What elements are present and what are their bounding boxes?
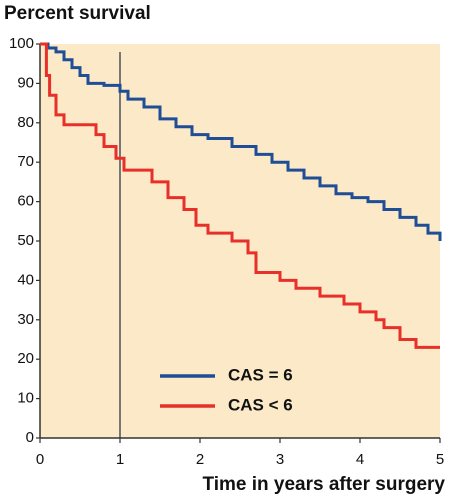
x-tick-label: 5 (436, 451, 444, 468)
survival-curve (40, 42, 442, 241)
y-tick-label: 20 (17, 350, 34, 367)
y-tick-label: 40 (17, 271, 34, 288)
x-tick-label: 4 (356, 451, 364, 468)
chart-title: Percent survival (4, 3, 151, 24)
y-tick-label: 50 (17, 232, 34, 249)
y-tick-label: 10 (17, 390, 34, 407)
x-tick-label: 0 (36, 451, 44, 468)
x-tick-label: 1 (116, 451, 124, 468)
y-tick-label: 90 (17, 74, 34, 91)
x-axis-title: Time in years after surgery (202, 474, 445, 495)
x-tick-label: 3 (276, 451, 284, 468)
x-tick-label: 2 (196, 451, 204, 468)
survival-curve (40, 42, 440, 349)
y-tick-label: 60 (17, 193, 34, 210)
y-tick-label: 100 (9, 35, 34, 52)
y-tick-label: 30 (17, 311, 34, 328)
y-tick-label: 0 (26, 429, 34, 446)
y-tick-label: 80 (17, 114, 34, 131)
legend-label: CAS = 6 (228, 365, 293, 384)
legend-label: CAS < 6 (228, 395, 293, 414)
y-tick-label: 70 (17, 153, 34, 170)
